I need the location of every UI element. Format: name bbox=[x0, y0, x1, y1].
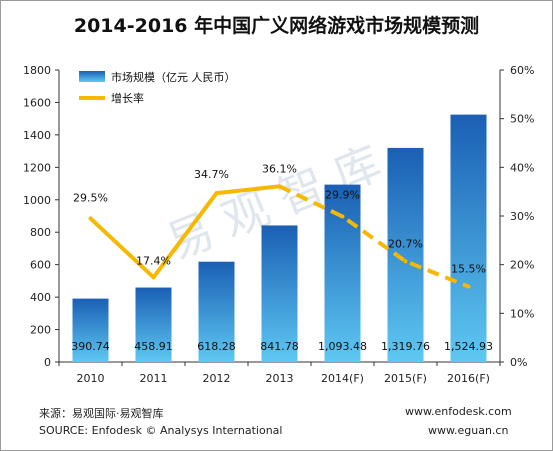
chart-title: 2014-2016 年中国广义网络游戏市场规模预测 bbox=[73, 15, 480, 37]
growth-value-label: 34.7% bbox=[194, 168, 229, 181]
y-left-tick-label: 0 bbox=[44, 356, 51, 369]
y-left-tick-label: 1000 bbox=[23, 194, 51, 207]
y-right-tick-label: 30% bbox=[510, 210, 534, 223]
bar-value-label: 1,319.76 bbox=[381, 340, 430, 353]
bar bbox=[135, 287, 172, 362]
x-tick-label: 2012 bbox=[203, 372, 231, 385]
growth-value-label: 20.7% bbox=[388, 237, 423, 250]
bar bbox=[387, 147, 424, 362]
x-tick-label: 2015(F) bbox=[384, 372, 427, 385]
growth-value-label: 15.5% bbox=[451, 263, 486, 276]
source-en: SOURCE: Enfodesk © Analysys Internationa… bbox=[39, 424, 283, 437]
bar-value-label: 1,093.48 bbox=[318, 340, 367, 353]
legend-bar-label: 市场规模（亿元 人民币） bbox=[111, 70, 236, 84]
y-left-tick-label: 1800 bbox=[23, 64, 51, 77]
y-left-tick-label: 600 bbox=[30, 259, 51, 272]
bar bbox=[261, 225, 298, 362]
bar-value-label: 618.28 bbox=[197, 340, 236, 353]
growth-point bbox=[214, 191, 219, 196]
growth-value-label: 36.1% bbox=[262, 162, 297, 175]
growth-value-label: 29.5% bbox=[73, 191, 108, 204]
y-left-tick-label: 800 bbox=[30, 226, 51, 239]
x-tick-label: 2011 bbox=[140, 372, 168, 385]
x-tick-label: 2016(F) bbox=[447, 372, 490, 385]
y-right-tick-label: 60% bbox=[510, 64, 534, 77]
growth-line-forecast bbox=[278, 184, 470, 289]
bar bbox=[198, 261, 235, 362]
growth-value-label: 17.4% bbox=[136, 254, 171, 267]
url-eguan: www.eguan.cn bbox=[428, 424, 509, 437]
y-left-tick-label: 1400 bbox=[23, 129, 51, 142]
y-right-tick-label: 0% bbox=[510, 356, 527, 369]
url-enfodesk: www.enfodesk.com bbox=[405, 405, 512, 418]
y-left-tick-label: 400 bbox=[30, 291, 51, 304]
y-left-tick-label: 1600 bbox=[23, 96, 51, 109]
bar-value-label: 1,524.93 bbox=[444, 340, 493, 353]
y-right-tick-label: 20% bbox=[510, 259, 534, 272]
y-right-tick-label: 40% bbox=[510, 161, 534, 174]
y-left-tick-label: 200 bbox=[30, 324, 51, 337]
y-right-tick-label: 50% bbox=[510, 113, 534, 126]
bar bbox=[450, 114, 487, 362]
y-right-tick-label: 10% bbox=[510, 307, 534, 320]
growth-value-label: 29.9% bbox=[325, 188, 360, 201]
bar-value-label: 458.91 bbox=[134, 340, 173, 353]
growth-point bbox=[466, 284, 471, 289]
growth-line-actual bbox=[89, 184, 280, 280]
bar bbox=[324, 184, 361, 362]
bar-value-label: 390.74 bbox=[71, 340, 110, 353]
source-cn: 来源：易观国际·易观智库 bbox=[39, 407, 164, 420]
x-tick-label: 2010 bbox=[77, 372, 105, 385]
growth-point bbox=[403, 259, 408, 264]
growth-point bbox=[277, 184, 282, 189]
growth-point bbox=[88, 216, 93, 221]
x-tick-label: 2013 bbox=[266, 372, 294, 385]
x-tick-label: 2014(F) bbox=[321, 372, 364, 385]
legend-line-label: 增长率 bbox=[111, 91, 144, 105]
growth-point bbox=[340, 214, 345, 219]
bar-value-label: 841.78 bbox=[260, 340, 299, 353]
bar bbox=[72, 298, 109, 362]
y-left-tick-label: 1200 bbox=[23, 161, 51, 174]
growth-point bbox=[151, 275, 156, 280]
legend-bar-swatch bbox=[79, 71, 105, 82]
